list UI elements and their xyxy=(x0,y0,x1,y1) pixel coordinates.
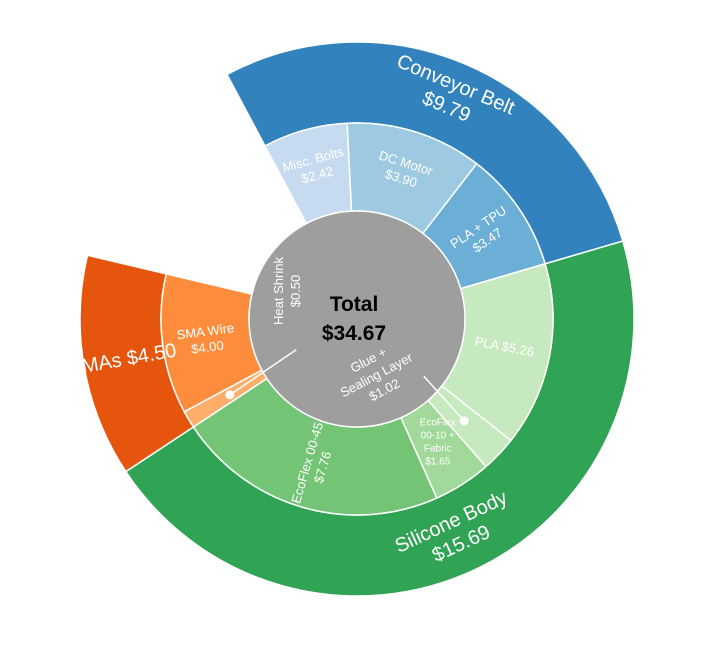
inner-label-line: $1.65 xyxy=(425,456,450,467)
center-circle xyxy=(248,210,466,428)
leader-line-heat-shrink xyxy=(229,349,297,396)
inner-label-line: Fabric xyxy=(424,443,452,454)
leader-dot-glue-sealing-layer xyxy=(459,416,469,426)
inner-label-name: Heat Shrink xyxy=(271,257,286,325)
inner-label-value: $4.00 xyxy=(190,338,224,357)
center-disc: Total $34.67 xyxy=(248,210,466,428)
inner-label-sma-wire: SMA Wire$4.00 xyxy=(176,320,235,357)
total-label: Total xyxy=(330,293,379,316)
leader-dot-heat-shrink xyxy=(225,390,235,400)
outer-ring xyxy=(79,41,635,597)
inner-label-value: $0.50 xyxy=(288,275,303,308)
inner-label-heat-shrink: Heat Shrink $0.50 xyxy=(271,257,303,325)
inner-label-line: EcoFlex xyxy=(420,417,456,428)
inner-label-ecoflex-00-10-fabric: EcoFlex 00-10 + Fabric $1.65 xyxy=(420,417,456,467)
leader-line-glue-sealing-layer xyxy=(423,375,465,422)
inner-label-name: SMA Wire xyxy=(176,320,235,342)
total-value: $34.67 xyxy=(322,322,386,345)
inner-label-line: 00-10 + xyxy=(421,430,455,441)
